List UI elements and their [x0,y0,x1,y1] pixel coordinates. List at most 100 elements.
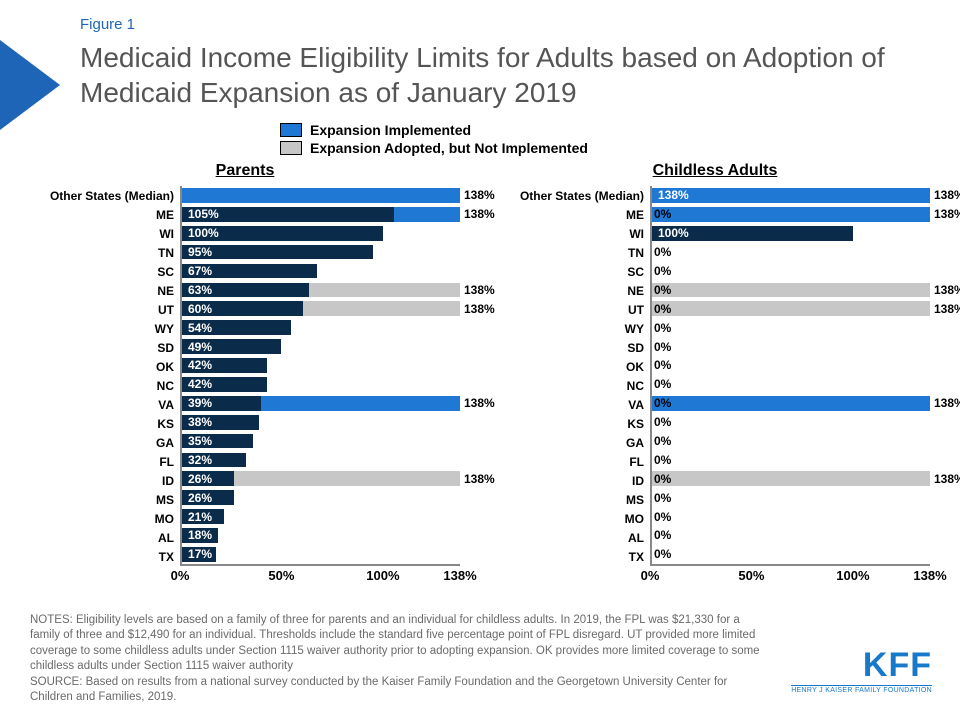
bar-row: 21% [182,507,460,526]
x-axis: 0%50%100%138% [650,566,930,588]
bar-value-label: 0% [654,340,671,354]
kff-logo: KFF HENRY J KAISER FAMILY FOUNDATION [791,646,932,694]
bar-current: 100% [182,226,383,241]
bar-stack: 0% [652,434,930,449]
bar-stack: 0%138% [652,283,930,298]
row-label: ME [30,205,180,224]
bar-value-label: 0% [654,453,671,467]
bar-row: 38% [182,413,460,432]
bar-current: 49% [182,339,281,354]
bar-current: 39% [182,396,261,411]
bar-value-label: 32% [188,453,212,467]
bar-stack: 0% [652,264,930,279]
bar-stack: 0% [652,339,930,354]
bar-row: 0% [652,488,930,507]
row-label: OK [30,357,180,376]
bar-current: 60% [182,301,303,316]
bar-value-label: 0% [654,358,671,372]
bar-row: 0% [652,526,930,545]
row-label: Other States (Median) [500,186,650,205]
bar-value-label: 0% [654,510,671,524]
bar-row: 26%138% [182,469,460,488]
bar-row: 49% [182,337,460,356]
bar-row: 63%138% [182,280,460,299]
bar-expansion [652,207,930,222]
notes-text: NOTES: Eligibility levels are based on a… [30,613,770,675]
row-label: SC [500,262,650,281]
bar-stack: 0% [652,377,930,392]
bar-value-label: 100% [188,226,219,240]
bar-stack: 18% [182,528,460,543]
bar-stack: 138% [182,188,460,203]
bar-stack: 67% [182,264,460,279]
bar-stack: 0% [652,528,930,543]
legend: Expansion Implemented Expansion Adopted, … [280,122,588,158]
legend-label: Expansion Adopted, but Not Implemented [310,140,588,156]
bar-stack: 38% [182,415,460,430]
bar-value-label: 0% [654,434,671,448]
bar-expansion-label: 138% [464,207,495,221]
bar-expansion-label: 138% [464,472,495,486]
bar-row: 138%138% [652,186,930,205]
bar-stack: 0% [652,358,930,373]
bar-value-label: 0% [654,283,671,297]
x-tick-label: 100% [836,568,869,583]
bar-value-label: 95% [188,245,212,259]
bar-stack: 39%138% [182,396,460,411]
bar-row: 54% [182,318,460,337]
x-tick-label: 100% [366,568,399,583]
bar-row: 35% [182,432,460,451]
row-label: SC [30,262,180,281]
bar-row: 0% [652,375,930,394]
bar-stack: 100% [182,226,460,241]
kff-logo-big: KFF [791,646,932,685]
row-label: ID [500,471,650,490]
bar-row: 0% [652,545,930,564]
bar-row: 0%138% [652,299,930,318]
bar-stack: 49% [182,339,460,354]
row-label: WI [30,224,180,243]
bar-row: 0%138% [652,205,930,224]
row-label: WY [30,319,180,338]
y-axis-labels: Other States (Median)MEWITNSCNEUTWYSDOKN… [30,186,180,566]
bar-row: 100% [652,224,930,243]
bar-value-label: 38% [188,415,212,429]
bar-value-label: 0% [654,396,671,410]
bar-value-label: 0% [654,472,671,486]
bar-stack: 100% [652,226,930,241]
bar-current: 38% [182,415,259,430]
bar-row: 0% [652,262,930,281]
row-label: AL [500,528,650,547]
bar-expansion [652,283,930,298]
bar-value-label: 35% [188,434,212,448]
bar-row: 0%138% [652,394,930,413]
corner-accent [0,40,60,130]
bar-current: 138% [652,188,930,203]
chart-panel: Parents Other States (Median)MEWITNSCNEUT… [30,162,460,588]
bar-row: 39%138% [182,394,460,413]
bars-area: 138%105%138%100%95%67%63%138%60%138%54%4… [180,186,460,566]
bar-expansion-label: 138% [934,207,960,221]
row-label: VA [30,395,180,414]
x-tick-label: 138% [913,568,946,583]
bar-row: 100% [182,224,460,243]
bar-expansion [652,471,930,486]
row-label: UT [500,300,650,319]
row-label: WY [500,319,650,338]
bar-expansion [652,301,930,316]
bar-value-label: 26% [188,472,212,486]
row-label: NC [500,376,650,395]
panel-title: Childless Adults [500,162,930,180]
legend-label: Expansion Implemented [310,122,471,138]
bar-row: 42% [182,356,460,375]
row-label: TN [30,243,180,262]
bar-current: 42% [182,358,267,373]
bar-expansion-label: 138% [464,188,495,202]
bar-stack: 32% [182,453,460,468]
bar-stack: 0% [652,415,930,430]
bar-current: 54% [182,320,291,335]
bar-row: 0%138% [652,469,930,488]
bar-row: 0% [652,450,930,469]
bar-value-label: 63% [188,283,212,297]
panel-title: Parents [30,162,460,180]
